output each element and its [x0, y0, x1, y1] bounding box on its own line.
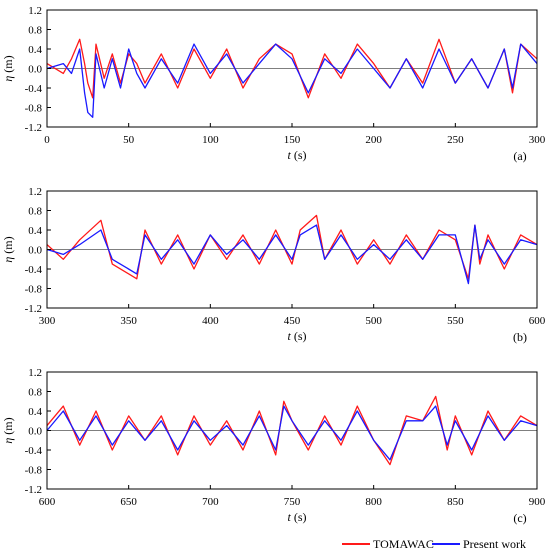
- x-tick-label: 900: [529, 496, 546, 508]
- y-tick-label: -1.2: [25, 484, 42, 496]
- x-tick-label: 750: [284, 496, 301, 508]
- y-tick-label: -0.4: [25, 83, 43, 95]
- y-tick-label: 0.4: [28, 406, 42, 418]
- y-tick-label: 1.2: [28, 367, 42, 379]
- x-tick-label: 650: [120, 496, 137, 508]
- x-tick-label: 0: [44, 134, 50, 146]
- panel-1: 1.2 0.8 0.4 0.0 -0.4 -0.8 -1.20 50 100 150 200 250 3…: [1, 5, 546, 163]
- panels-group: 1.20.80.40.0-0.4-0.8-1.20 50 100 150 200 250 3…: [1, 5, 546, 525]
- x-tick-label: 550: [447, 315, 464, 327]
- x-tick-label: 850: [447, 496, 464, 508]
- x-tick-label: 50: [123, 134, 135, 146]
- series-line-tomawac: [46, 38, 538, 99]
- y-tick-label: 1.2: [28, 5, 42, 17]
- legend: TOMAWAC Present work: [342, 537, 526, 551]
- x-tick-label: 600: [39, 496, 56, 508]
- x-tick-label: 400: [202, 315, 219, 327]
- y-tick-label: -1.2: [25, 122, 42, 134]
- y-tick-label: -1.2: [25, 303, 42, 315]
- series-line-present-work: [46, 405, 538, 461]
- y-axis-label: η (m): [1, 417, 15, 443]
- y-tick-label: -0.8: [25, 103, 43, 115]
- y-tick-label: -0.4: [25, 264, 43, 276]
- legend-label-present-work: Present work: [463, 537, 526, 551]
- x-tick-label: 700: [202, 496, 219, 508]
- x-axis-label: t (s): [287, 148, 306, 162]
- y-axis-label: η (m): [1, 55, 15, 81]
- x-tick-label: 300: [529, 134, 546, 146]
- y-tick-label: -0.4: [25, 445, 43, 457]
- x-tick-label: 800: [365, 496, 382, 508]
- x-axis-label: t (s): [287, 329, 306, 343]
- panel-label: (a): [513, 149, 526, 163]
- x-tick-label: 350: [120, 315, 137, 327]
- y-axis-label: η (m): [1, 236, 15, 262]
- x-axis-label: t (s): [287, 510, 306, 524]
- y-tick-label: 0.8: [28, 25, 42, 37]
- x-tick-label: 250: [447, 134, 464, 146]
- y-tick-label: 1.2: [28, 186, 42, 198]
- y-tick-label: 0.4: [28, 225, 42, 237]
- y-tick-label: 0.0: [28, 426, 42, 438]
- x-tick-label: 100: [202, 134, 219, 146]
- panel-label: (c): [513, 511, 526, 525]
- series-line-present-work: [46, 224, 538, 285]
- x-tick-label: 200: [365, 134, 382, 146]
- series-line-present-work: [46, 43, 538, 118]
- x-tick-label: 300: [39, 315, 56, 327]
- x-tick-label: 500: [365, 315, 382, 327]
- y-tick-label: -0.8: [25, 284, 43, 296]
- y-tick-label: 0.4: [28, 44, 42, 56]
- x-tick-label: 450: [284, 315, 301, 327]
- series-line-tomawac: [46, 214, 538, 280]
- panel-label: (b): [513, 330, 527, 344]
- y-tick-label: 0.8: [28, 206, 42, 218]
- legend-label-tomawac: TOMAWAC: [373, 537, 434, 551]
- y-tick-label: -0.8: [25, 465, 43, 477]
- y-tick-label: 0.0: [28, 245, 42, 257]
- x-tick-label: 150: [284, 134, 301, 146]
- y-tick-label: 0.0: [28, 64, 42, 76]
- x-tick-label: 600: [529, 315, 546, 327]
- y-tick-label: 0.8: [28, 387, 42, 399]
